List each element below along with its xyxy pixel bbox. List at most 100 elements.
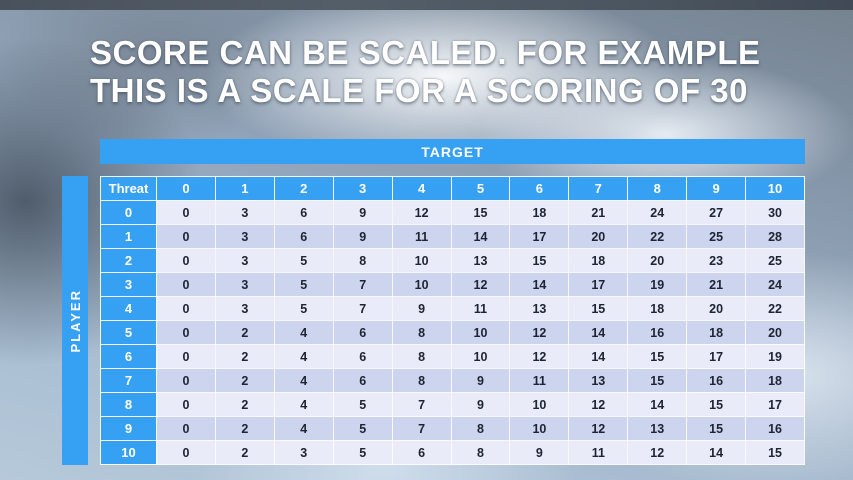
- score-cell: 12: [450, 272, 511, 297]
- score-cell: 8: [450, 440, 511, 465]
- player-row-header: 0: [100, 200, 157, 225]
- table-row: 4 0 3 5 7 9 11 13 15 18 20 22: [100, 296, 805, 321]
- score-cell: 10: [509, 392, 570, 417]
- target-column-header: 9: [686, 176, 747, 201]
- table-header-row: Threat 0 1 2 3 4 5 6 7 8 9 10: [100, 176, 805, 201]
- score-table: Threat 0 1 2 3 4 5 6 7 8 9 10 0 0 3 6 9 12 15 18 21 24 27 30 1 0…: [100, 176, 805, 465]
- score-cell: 14: [509, 272, 570, 297]
- target-column-header: 5: [450, 176, 511, 201]
- score-cell: 21: [686, 272, 747, 297]
- score-cell: 20: [568, 224, 629, 249]
- score-cell: 19: [745, 344, 805, 369]
- score-cell: 3: [214, 296, 275, 321]
- score-cell: 17: [745, 392, 805, 417]
- score-cell: 0: [156, 440, 216, 465]
- score-cell: 20: [745, 320, 805, 345]
- target-column-header: 6: [509, 176, 570, 201]
- score-cell: 11: [509, 368, 570, 393]
- score-cell: 2: [214, 320, 275, 345]
- score-cell: 10: [450, 344, 511, 369]
- top-dark-strip: [0, 0, 853, 10]
- score-cell: 21: [568, 200, 629, 225]
- score-table-wrapper: Threat 0 1 2 3 4 5 6 7 8 9 10 0 0 3 6 9 12 15 18 21 24 27 30 1 0…: [100, 176, 805, 465]
- table-row: 8 0 2 4 5 7 9 10 12 14 15 17: [100, 392, 805, 417]
- score-cell: 27: [686, 200, 747, 225]
- score-cell: 6: [332, 320, 393, 345]
- score-cell: 5: [332, 440, 393, 465]
- score-cell: 19: [627, 272, 688, 297]
- score-cell: 13: [450, 248, 511, 273]
- score-cell: 7: [332, 272, 393, 297]
- player-header-bar: PLAYER: [62, 176, 88, 465]
- score-cell: 17: [686, 344, 747, 369]
- player-row-header: 1: [100, 224, 157, 249]
- table-body: 0 0 3 6 9 12 15 18 21 24 27 30 1 0 3 6 9 11 14 17 20 22 25 28 2 0…: [100, 200, 805, 465]
- score-cell: 8: [391, 344, 452, 369]
- score-cell: 18: [745, 368, 805, 393]
- score-cell: 12: [568, 392, 629, 417]
- score-cell: 2: [214, 392, 275, 417]
- score-cell: 0: [156, 272, 216, 297]
- score-cell: 11: [568, 440, 629, 465]
- score-cell: 18: [627, 296, 688, 321]
- score-cell: 24: [745, 272, 805, 297]
- score-cell: 16: [686, 368, 747, 393]
- player-row-header: 7: [100, 368, 157, 393]
- score-cell: 3: [273, 440, 334, 465]
- target-column-header: 7: [568, 176, 629, 201]
- score-cell: 0: [156, 392, 216, 417]
- score-cell: 15: [686, 416, 747, 441]
- score-cell: 2: [214, 344, 275, 369]
- score-cell: 15: [745, 440, 805, 465]
- threat-header-cell: Threat: [100, 176, 157, 201]
- score-cell: 7: [391, 392, 452, 417]
- score-cell: 6: [332, 368, 393, 393]
- score-cell: 14: [627, 392, 688, 417]
- table-row: 2 0 3 5 8 10 13 15 18 20 23 25: [100, 248, 805, 273]
- score-cell: 2: [214, 368, 275, 393]
- score-cell: 6: [332, 344, 393, 369]
- score-cell: 25: [686, 224, 747, 249]
- target-header-bar: TARGET: [100, 139, 805, 164]
- score-cell: 10: [509, 416, 570, 441]
- score-cell: 8: [450, 416, 511, 441]
- score-cell: 18: [686, 320, 747, 345]
- target-column-header: 4: [391, 176, 452, 201]
- target-column-header: 8: [627, 176, 688, 201]
- score-cell: 3: [214, 224, 275, 249]
- score-cell: 4: [273, 392, 334, 417]
- score-cell: 9: [450, 368, 511, 393]
- score-cell: 8: [332, 248, 393, 273]
- score-cell: 16: [627, 320, 688, 345]
- score-cell: 2: [214, 416, 275, 441]
- score-cell: 15: [627, 344, 688, 369]
- table-row: 1 0 3 6 9 11 14 17 20 22 25 28: [100, 224, 805, 249]
- score-cell: 9: [450, 392, 511, 417]
- score-cell: 0: [156, 368, 216, 393]
- score-cell: 6: [273, 200, 334, 225]
- score-cell: 15: [509, 248, 570, 273]
- score-cell: 12: [627, 440, 688, 465]
- player-row-header: 4: [100, 296, 157, 321]
- score-cell: 22: [627, 224, 688, 249]
- score-cell: 0: [156, 344, 216, 369]
- player-row-header: 6: [100, 344, 157, 369]
- table-row: 10 0 2 3 5 6 8 9 11 12 14 15: [100, 440, 805, 465]
- score-cell: 25: [745, 248, 805, 273]
- score-cell: 5: [273, 272, 334, 297]
- score-cell: 0: [156, 296, 216, 321]
- score-cell: 17: [509, 224, 570, 249]
- score-cell: 23: [686, 248, 747, 273]
- score-cell: 14: [450, 224, 511, 249]
- score-cell: 12: [568, 416, 629, 441]
- slide-title: SCORE CAN BE SCALED. FOR EXAMPLE THIS IS…: [90, 34, 790, 111]
- score-cell: 2: [214, 440, 275, 465]
- table-row: 7 0 2 4 6 8 9 11 13 15 16 18: [100, 368, 805, 393]
- score-cell: 4: [273, 368, 334, 393]
- score-cell: 16: [745, 416, 805, 441]
- player-header-label: PLAYER: [67, 288, 83, 353]
- score-cell: 9: [509, 440, 570, 465]
- score-cell: 10: [391, 248, 452, 273]
- score-cell: 13: [509, 296, 570, 321]
